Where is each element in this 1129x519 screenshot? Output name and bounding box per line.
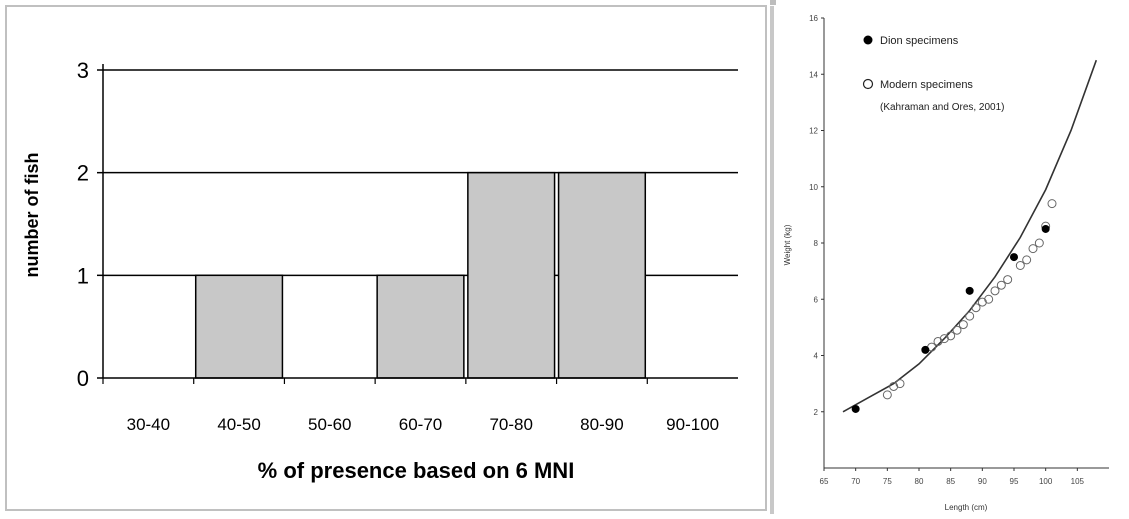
modern-point xyxy=(1003,275,1013,285)
panel-divider xyxy=(770,6,774,514)
legend-modern-marker xyxy=(862,78,874,90)
modern-point xyxy=(889,381,899,391)
scatter-x-tick-label: 65 xyxy=(820,477,829,486)
modern-point xyxy=(977,297,987,307)
scatter-y-tick-label: 2 xyxy=(814,408,819,417)
scatter-x-tick-label: 95 xyxy=(1010,477,1019,486)
histogram-chart: 0 1 2 3 30-40 40-50 50-60 60-70 70-80 80-90 90-10… xyxy=(5,5,767,511)
scatter-x-tick-label: 105 xyxy=(1071,477,1085,486)
legend-dion-marker xyxy=(863,35,873,45)
dion-point xyxy=(921,345,930,354)
scatter-x-tick-label: 85 xyxy=(946,477,955,486)
y-tick-label: 3 xyxy=(77,58,89,83)
scatter-y-tick-label: 16 xyxy=(809,14,818,23)
axes xyxy=(97,64,738,384)
modern-point xyxy=(1034,238,1044,248)
scatter-y-tick-label: 12 xyxy=(809,127,818,136)
modern-point xyxy=(958,320,968,330)
modern-point xyxy=(882,390,892,400)
scatter-x-axis-label: Length (cm) xyxy=(945,503,988,512)
y-tick-label: 2 xyxy=(77,161,89,186)
dion-point xyxy=(1010,253,1018,262)
fit-curve xyxy=(842,59,1098,413)
x-tick-label: 40-50 xyxy=(217,415,260,434)
scatter-y-tick-label: 6 xyxy=(814,295,819,304)
chart-area-border xyxy=(5,5,767,511)
x-tick-label: 70-80 xyxy=(489,415,532,434)
y-tick-labels: 2 4 6 8 10 12 14 16 xyxy=(809,14,818,417)
legend-modern-note: (Kahraman and Ores, 2001) xyxy=(880,102,1005,113)
bar xyxy=(376,274,465,379)
scatter-y-axis-label: Weight (kg) xyxy=(783,224,792,265)
modern-point xyxy=(990,286,1000,296)
axes xyxy=(821,17,1109,471)
y-tick-labels: 0 1 2 3 xyxy=(77,58,89,391)
y-axis-label: number of fish xyxy=(22,153,42,278)
y-tick-label: 0 xyxy=(77,366,89,391)
dion-point xyxy=(965,286,974,295)
dion-specimen-points xyxy=(851,224,1050,413)
modern-point xyxy=(895,379,905,389)
scatter-x-tick-label: 80 xyxy=(915,477,924,486)
x-tick-label: 50-60 xyxy=(308,415,351,434)
bar xyxy=(557,171,647,379)
scatter-x-tick-label: 90 xyxy=(978,477,987,486)
x-tick-labels: 65 70 75 80 85 90 95 100 105 xyxy=(820,477,1085,486)
legend: Dion specimens Modern specimens (Kahrama… xyxy=(862,35,1005,113)
bar xyxy=(194,274,284,379)
dion-point xyxy=(1041,224,1050,233)
modern-point xyxy=(1047,199,1057,209)
scatter-y-tick-label: 14 xyxy=(809,70,818,79)
modern-point xyxy=(939,334,949,344)
legend-dion-label: Dion specimens xyxy=(880,35,959,47)
modern-point xyxy=(996,280,1006,290)
modern-point xyxy=(952,325,962,335)
x-tick-label: 80-90 xyxy=(580,415,623,434)
scatter-y-tick-label: 8 xyxy=(814,239,819,248)
modern-point xyxy=(946,331,956,341)
scatter-y-tick-label: 10 xyxy=(809,183,818,192)
x-axis-label: % of presence based on 6 MNI xyxy=(258,458,575,483)
modern-specimen-points xyxy=(882,199,1057,400)
legend-modern-label: Modern specimens xyxy=(880,79,973,91)
x-tick-label: 30-40 xyxy=(127,415,170,434)
scatter-x-tick-label: 70 xyxy=(851,477,860,486)
x-tick-label: 60-70 xyxy=(399,415,442,434)
modern-point xyxy=(1022,255,1032,265)
bar xyxy=(467,171,556,379)
scatter-x-tick-label: 100 xyxy=(1039,477,1053,486)
scatter-panel: 2 4 6 8 10 12 14 16 65 70 75 80 85 90 95 100 105 Dion s… xyxy=(776,0,1129,514)
modern-point xyxy=(984,294,994,304)
modern-point xyxy=(971,303,981,313)
modern-point xyxy=(965,311,975,321)
modern-point xyxy=(1015,261,1025,270)
dion-point xyxy=(851,404,860,413)
scatter-chart: 2 4 6 8 10 12 14 16 65 70 75 80 85 90 95 100 105 Dion s… xyxy=(783,14,1109,512)
x-tick-label: 90-100 xyxy=(666,415,719,434)
x-tick-labels: 30-40 40-50 50-60 60-70 70-80 80-90 90-100 xyxy=(127,415,719,434)
y-tick-label: 1 xyxy=(77,263,89,288)
histogram-panel: 0 1 2 3 30-40 40-50 50-60 60-70 70-80 80-90 90-10… xyxy=(5,5,767,511)
modern-point xyxy=(1028,244,1038,254)
scatter-y-tick-label: 4 xyxy=(814,352,819,361)
modern-point xyxy=(933,336,943,346)
scatter-x-tick-label: 75 xyxy=(883,477,892,486)
bars xyxy=(194,171,647,379)
